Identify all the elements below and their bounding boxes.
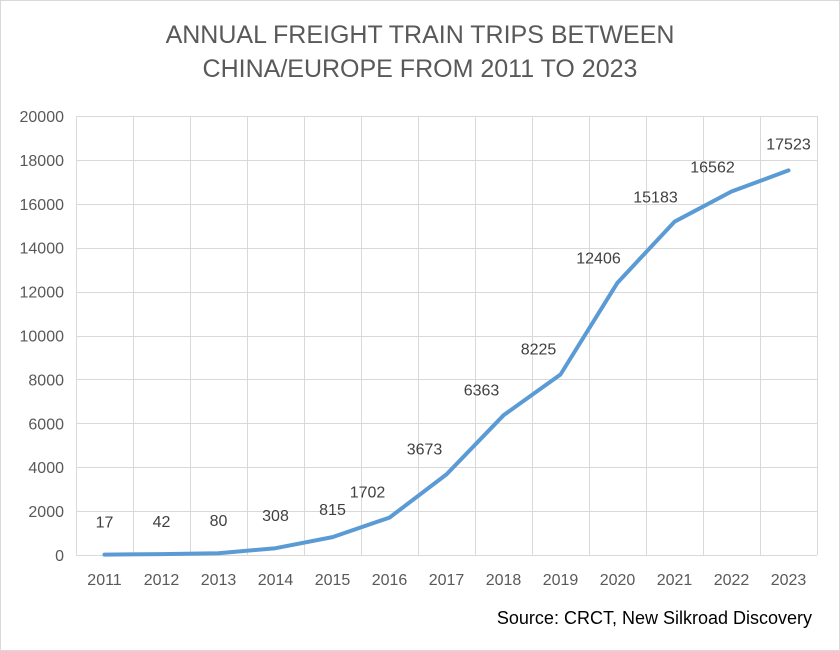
y-tick-label: 14000 xyxy=(20,241,65,258)
y-tick-label: 20000 xyxy=(20,109,65,126)
x-tick-label: 2012 xyxy=(144,572,180,589)
data-point xyxy=(217,551,221,555)
x-tick-label: 2023 xyxy=(771,572,807,589)
x-tick-label: 2021 xyxy=(657,572,693,589)
data-label: 15183 xyxy=(633,190,678,207)
x-tick-label: 2014 xyxy=(258,572,294,589)
data-label: 17523 xyxy=(766,136,811,153)
x-tick-label: 2020 xyxy=(600,572,636,589)
y-tick-label: 8000 xyxy=(28,372,64,389)
data-point xyxy=(331,535,335,539)
y-tick-label: 10000 xyxy=(20,329,65,346)
x-tick-label: 2019 xyxy=(543,572,579,589)
x-tick-label: 2011 xyxy=(87,572,122,589)
data-point xyxy=(274,546,278,550)
data-label: 16562 xyxy=(690,159,735,176)
data-point xyxy=(103,553,107,557)
data-label: 6363 xyxy=(464,382,500,399)
data-label: 3673 xyxy=(407,441,443,458)
data-label: 17 xyxy=(96,515,114,532)
data-label: 80 xyxy=(210,513,228,530)
data-point xyxy=(616,281,620,285)
data-point xyxy=(388,516,392,520)
data-point xyxy=(445,472,449,476)
x-tick-label: 2022 xyxy=(714,572,750,589)
y-tick-label: 4000 xyxy=(28,460,64,477)
data-point xyxy=(673,220,677,224)
chart-title-line-2: CHINA/EUROPE FROM 2011 TO 2023 xyxy=(202,55,638,83)
gridlines xyxy=(76,116,818,556)
data-label: 308 xyxy=(262,508,289,525)
data-point xyxy=(730,189,734,193)
y-axis-tick-labels: 0 2000 4000 6000 8000 10000 12000 14000 16000 180… xyxy=(20,109,65,565)
data-label: 1702 xyxy=(350,485,386,502)
x-tick-label: 2018 xyxy=(486,572,522,589)
series-line-group xyxy=(102,168,791,557)
y-tick-label: 0 xyxy=(55,548,64,565)
y-tick-label: 12000 xyxy=(20,285,65,302)
data-label: 8225 xyxy=(521,341,557,358)
y-tick-label: 6000 xyxy=(28,416,64,433)
x-axis-tick-labels: 2011 2012 2013 2014 2015 2016 2017 2018 2019 2020… xyxy=(87,572,806,589)
data-label: 815 xyxy=(319,502,346,519)
data-point xyxy=(502,413,506,417)
y-tick-label: 16000 xyxy=(20,197,65,214)
y-tick-label: 18000 xyxy=(20,153,65,170)
x-tick-label: 2015 xyxy=(315,572,351,589)
source-note: Source: CRCT, New Silkroad Discovery xyxy=(496,608,812,628)
x-tick-label: 2016 xyxy=(372,572,408,589)
x-tick-label: 2013 xyxy=(201,572,237,589)
chart-title-line-1: ANNUAL FREIGHT TRAIN TRIPS BETWEEN xyxy=(165,21,675,49)
data-label: 42 xyxy=(153,514,171,531)
data-label: 12406 xyxy=(576,251,621,268)
data-point xyxy=(559,372,563,376)
data-point xyxy=(787,168,791,172)
data-point xyxy=(160,552,164,556)
y-tick-label: 2000 xyxy=(28,504,64,521)
series-line xyxy=(102,168,791,557)
chart-title: ANNUAL FREIGHT TRAIN TRIPS BETWEEN CHINA… xyxy=(0,18,840,86)
x-tick-label: 2017 xyxy=(429,572,465,589)
